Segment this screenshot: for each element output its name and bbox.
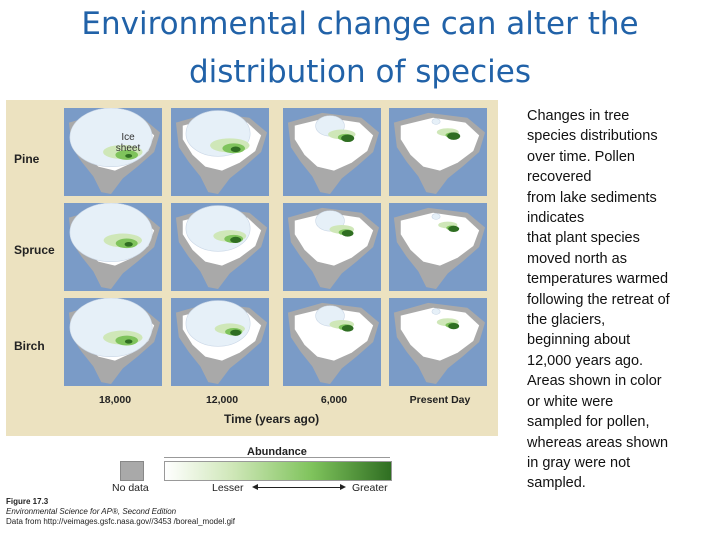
legend-title: Abundance	[247, 446, 307, 458]
side-text-line: recovered	[527, 169, 592, 186]
row-label-pine: Pine	[14, 152, 40, 166]
page-title: Environmental change can alter the distr…	[0, 0, 720, 96]
figure-number: Figure 17.3	[6, 497, 49, 506]
side-text-line: temperatures warmed	[527, 271, 669, 288]
figure-book: Environmental Science for AP®, Second Ed…	[6, 507, 177, 516]
side-text-line: beginning about	[527, 332, 631, 349]
distribution-map: Ice sheet	[64, 108, 162, 196]
side-text-line: sampled.	[527, 475, 586, 492]
distribution-map	[389, 108, 487, 196]
column-label-6000: 6,000	[320, 394, 348, 406]
side-text-line: in gray were not	[527, 454, 631, 471]
side-text-line: species distributions	[527, 128, 658, 145]
figure-caption: Figure 17.3 Environmental Science for AP…	[6, 497, 235, 527]
abundance-gradient-swatch	[164, 461, 392, 481]
column-label-12000: 12,000	[205, 394, 239, 406]
side-text-line: moved north as	[527, 250, 627, 267]
legend-divider	[164, 457, 390, 458]
figure-source: Data from http://veimages.gsfc.nasa.gov/…	[6, 517, 236, 526]
row-label-birch: Birch	[14, 339, 45, 353]
side-text-line: indicates	[527, 210, 585, 227]
distribution-map	[283, 298, 381, 386]
side-text-line: or white were	[527, 393, 614, 410]
double-arrow-icon	[252, 484, 346, 490]
no-data-swatch	[120, 461, 144, 481]
side-text-line: over time. Pollen	[527, 148, 635, 165]
distribution-map	[64, 203, 162, 291]
title-line-2: distribution of species	[188, 54, 532, 90]
side-description: Changes in tree species distributions over…	[527, 106, 707, 494]
side-text-line: Areas shown in color	[527, 373, 662, 390]
distribution-map	[171, 203, 269, 291]
ice-sheet-label: Ice sheet	[115, 132, 141, 154]
side-text-line: from lake sediments	[527, 189, 657, 206]
distribution-map	[64, 298, 162, 386]
column-label-present-day: Present Day	[409, 394, 471, 406]
no-data-label: No data	[112, 482, 149, 494]
distribution-map	[171, 108, 269, 196]
distribution-map	[389, 203, 487, 291]
side-text-line: sampled for pollen,	[527, 414, 650, 431]
side-text-line: 12,000 years ago.	[527, 352, 644, 369]
column-label-18000: 18,000	[98, 394, 132, 406]
title-line-1: Environmental change can alter the	[81, 6, 639, 42]
row-label-spruce: Spruce	[14, 243, 55, 257]
distribution-map	[283, 108, 381, 196]
distribution-map	[171, 298, 269, 386]
side-text-line: Changes in tree	[527, 108, 630, 124]
distribution-map	[389, 298, 487, 386]
side-text-line: that plant species	[527, 230, 640, 247]
lesser-label: Lesser	[212, 482, 244, 494]
greater-label: Greater	[352, 482, 388, 494]
time-axis-label: Time (years ago)	[224, 412, 320, 426]
distribution-map	[283, 203, 381, 291]
side-text-line: following the retreat of	[527, 291, 670, 308]
side-text-line: whereas areas shown	[527, 434, 669, 451]
side-text-line: the glaciers,	[527, 312, 606, 329]
